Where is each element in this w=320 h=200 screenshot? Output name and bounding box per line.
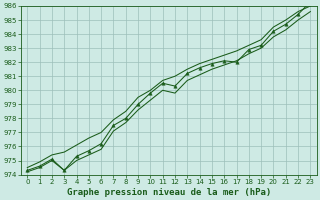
X-axis label: Graphe pression niveau de la mer (hPa): Graphe pression niveau de la mer (hPa) xyxy=(67,188,271,197)
